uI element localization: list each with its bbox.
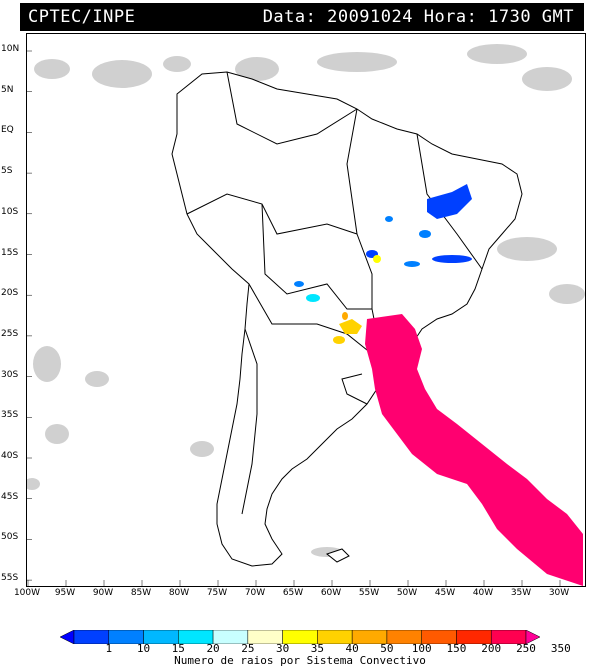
lon-label: 85W <box>130 588 152 598</box>
datetime-label: Data: 20091024 Hora: 1730 GMT <box>262 7 574 27</box>
lat-label: 25S <box>1 328 19 339</box>
map-canvas <box>27 44 585 586</box>
colorbar-max-arrow <box>525 630 540 644</box>
lon-label: 60W <box>320 588 342 598</box>
colorbar-label: 250 <box>516 642 536 655</box>
title-bar: CPTEC/INPE Data: 20091024 Hora: 1730 GMT <box>20 3 584 31</box>
colorbar-label: 40 <box>345 642 359 655</box>
colorbar-label: 30 <box>275 642 290 655</box>
lon-label: 50W <box>396 588 418 598</box>
lat-label: 50S <box>1 532 19 543</box>
colorbar-label: 100 <box>411 642 432 655</box>
lat-label: 35S <box>1 410 19 421</box>
lat-label: 5N <box>1 84 14 95</box>
lat-label: EQ <box>1 125 14 136</box>
lon-label: 30W <box>548 588 570 598</box>
lon-label: 80W <box>168 588 190 598</box>
colorbar-label: 200 <box>481 642 502 655</box>
lat-label: 55S <box>1 573 19 584</box>
lon-label: 90W <box>92 588 114 598</box>
lat-label: 40S <box>1 451 19 461</box>
colorbar-segment <box>73 630 110 644</box>
lon-label: 75W <box>206 588 228 598</box>
lon-label: 35W <box>510 588 532 598</box>
lon-label: 95W <box>54 588 76 598</box>
map-panel <box>26 33 586 587</box>
colorbar <box>60 630 540 644</box>
colorbar-label: 15 <box>171 642 185 655</box>
source-label: CPTEC/INPE <box>28 7 136 27</box>
lat-label: 30S <box>1 369 19 380</box>
colorbar-label: 10 <box>136 642 151 655</box>
colorbar-label: 350 <box>550 642 571 655</box>
colorbar-title: Numero de raios por Sistema Convectivo <box>174 654 426 667</box>
continent-outline <box>171 71 523 567</box>
lat-label: 45S <box>1 491 19 502</box>
lat-label: 10S <box>1 206 19 217</box>
lon-label: 45W <box>434 588 456 598</box>
colorbar-min-arrow <box>60 630 75 644</box>
colorbar-label: 50 <box>380 642 394 655</box>
graticule <box>27 50 561 586</box>
colorbar-label: 25 <box>241 642 255 655</box>
colorbar-label: 150 <box>446 642 467 655</box>
lat-label: 10N <box>1 44 20 54</box>
lat-label: 5S <box>1 166 13 177</box>
colorbar-label: 35 <box>310 642 324 655</box>
lon-label: 40W <box>472 588 494 598</box>
convective-systems <box>294 184 583 586</box>
lon-label: 55W <box>358 588 380 598</box>
lat-label: 20S <box>1 288 19 299</box>
colorbar-label: 20 <box>206 642 220 655</box>
lon-label: 70W <box>244 588 266 598</box>
lon-label: 100W <box>13 588 41 598</box>
lat-label: 15S <box>1 247 19 258</box>
lon-label: 65W <box>282 588 304 598</box>
colorbar-label: 1 <box>105 642 113 655</box>
